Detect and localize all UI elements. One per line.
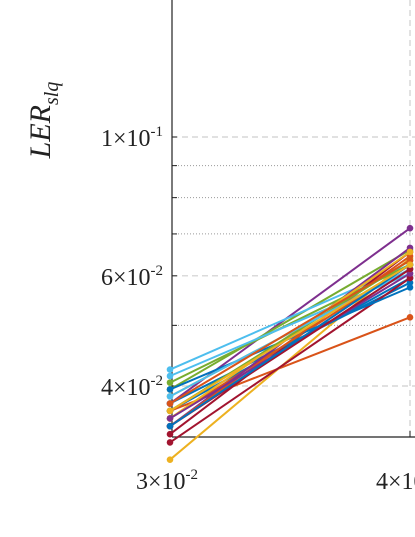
data-point [406, 284, 414, 291]
series-line [169, 249, 411, 391]
series-line [169, 259, 411, 405]
data-point [166, 456, 174, 463]
data-point [406, 279, 414, 286]
data-point [166, 366, 174, 373]
series-line [169, 277, 411, 444]
series-line [169, 263, 411, 412]
y-tick-label: 4×10-2 [101, 373, 163, 401]
series-24 [166, 261, 414, 415]
data-point [166, 430, 174, 438]
data-point [406, 224, 414, 232]
series-22 [166, 261, 414, 430]
series-5 [166, 246, 414, 393]
data-point [166, 439, 174, 446]
y-tick-label: 1×10-1 [101, 124, 163, 152]
series-line [169, 281, 411, 405]
data-point [406, 261, 414, 269]
series-21 [166, 265, 414, 430]
data-point [166, 400, 174, 407]
x-tick-label: 3×10-2 [136, 467, 198, 495]
data-point [406, 314, 414, 321]
tick-labels: 4×10-2 6×10-2 1×10-1 3×10-2 4×10-2 [101, 124, 415, 495]
y-axis-label: LERslq [24, 82, 63, 160]
data-point [406, 248, 414, 256]
data-point [406, 274, 414, 282]
y-axis-label-subscript: slq [41, 82, 63, 105]
y-tick-label: 6×10-2 [101, 263, 163, 291]
grid [172, 0, 415, 437]
series-line [169, 263, 411, 428]
data-point [166, 407, 174, 415]
data-point [166, 379, 174, 386]
y-axis-label-main: LER [24, 105, 57, 159]
data-point [166, 386, 174, 393]
data-point [166, 372, 174, 380]
data-point [166, 393, 174, 400]
axes [171, 0, 415, 438]
series-8 [166, 279, 414, 407]
series-group [166, 224, 414, 463]
series-23 [166, 257, 414, 407]
x-tick-label: 4×10-2 [376, 467, 415, 495]
data-point [166, 422, 174, 430]
data-point [166, 415, 174, 422]
series-14 [166, 274, 414, 446]
